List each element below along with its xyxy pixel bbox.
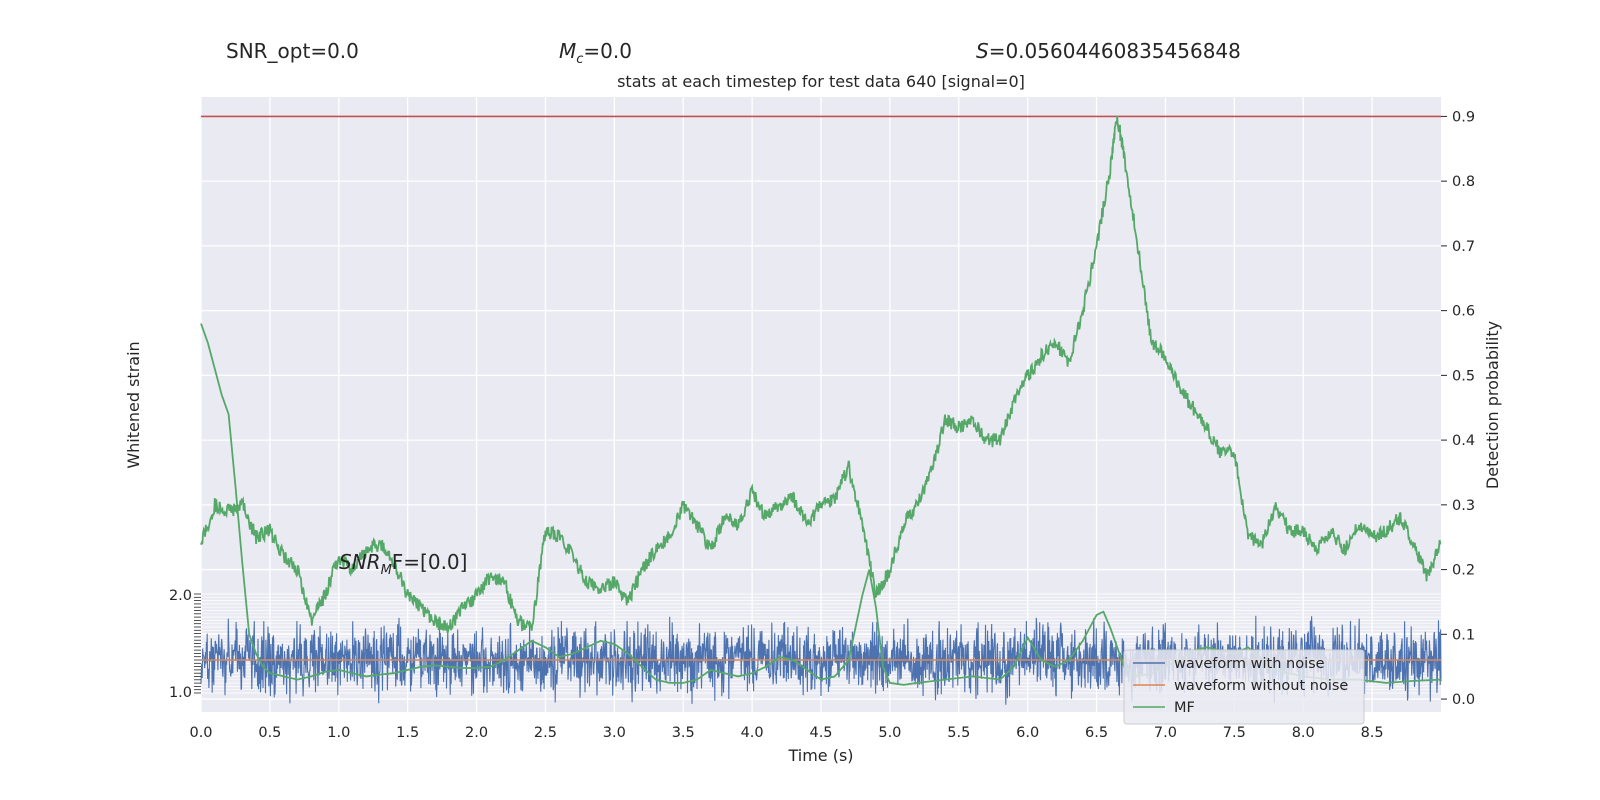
x-tick-label: 6.0	[1016, 725, 1039, 741]
right-tick-label: 0.6	[1452, 304, 1475, 320]
x-tick-labels: 0.0 0.5 1.0 1.5 2.0 2.5 3.0 3.5 4.0 4.5 5.0 5.5 6.0 6…	[189, 725, 1383, 741]
x-tick-label: 7.0	[1154, 725, 1177, 741]
x-tick-label: 0.0	[189, 725, 212, 741]
legend: waveform with noise waveform without noi…	[1123, 649, 1365, 725]
right-tick-label: 0.0	[1452, 692, 1475, 708]
x-tick-label: 4.0	[741, 725, 764, 741]
left-tick-label: 2.0	[169, 588, 192, 604]
legend-label-mf: MF	[1174, 700, 1195, 716]
noise-waveform-layer	[200, 615, 1442, 705]
right-tick-labels: 0.0 0.1 0.2 0.3 0.4 0.5 0.6 0.7 0.8 0.9	[1441, 109, 1475, 708]
chirp-mass-header: Mc=0.0	[559, 39, 632, 67]
x-tick-label: 6.5	[1085, 725, 1108, 741]
x-tick-label: 1.5	[396, 725, 419, 741]
waveform-with-noise-line	[200, 615, 1442, 705]
right-tick-label: 0.3	[1452, 498, 1475, 514]
legend-label-noise: waveform with noise	[1174, 656, 1325, 672]
x-tick-label: 8.0	[1292, 725, 1315, 741]
right-tick-label: 0.2	[1452, 563, 1475, 579]
x-tick-label: 3.0	[603, 725, 626, 741]
snr-mf-annotation: SNRMF=[0.0]	[339, 550, 467, 578]
legend-box	[1123, 649, 1365, 725]
snr-opt-header: SNR_opt=0.0	[226, 39, 359, 63]
right-tick-label: 0.8	[1452, 174, 1475, 190]
x-tick-label: 7.5	[1223, 725, 1246, 741]
detection-probability-line	[200, 115, 1442, 634]
legend-label-clean: waveform without noise	[1174, 678, 1348, 694]
chart-title: stats at each timestep for test data 640…	[617, 72, 1025, 91]
right-tick-label: 0.1	[1452, 627, 1475, 643]
x-tick-label: 4.5	[809, 725, 832, 741]
x-tick-label: 2.0	[465, 725, 488, 741]
y-axis-label-right: Detection probability	[1483, 321, 1502, 489]
x-tick-label: 2.5	[534, 725, 557, 741]
x-tick-label: 0.5	[258, 725, 281, 741]
x-tick-label: 3.5	[672, 725, 695, 741]
y-axis-label-left: Whitened strain	[124, 341, 143, 468]
right-tick-label: 0.9	[1452, 109, 1475, 125]
right-tick-label: 0.5	[1452, 368, 1475, 384]
left-tick-label: 1.0	[169, 685, 192, 701]
right-tick-label: 0.7	[1452, 239, 1475, 255]
left-tick-labels: 2.0 1.0	[169, 588, 201, 701]
x-tick-label: 5.0	[878, 725, 901, 741]
x-tick-label: 8.5	[1361, 725, 1384, 741]
x-tick-label: 1.0	[327, 725, 350, 741]
right-tick-label: 0.4	[1452, 433, 1475, 449]
x-axis-label: Time (s)	[787, 746, 853, 765]
s-statistic-header: S=0.05604460835456848	[976, 39, 1241, 63]
x-tick-label: 5.5	[947, 725, 970, 741]
